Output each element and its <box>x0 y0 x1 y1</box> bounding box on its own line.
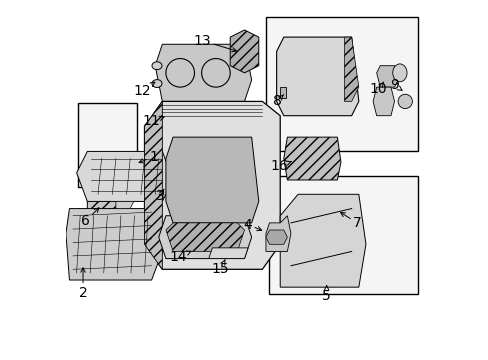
Text: 2: 2 <box>79 268 87 300</box>
Text: 15: 15 <box>211 260 228 276</box>
Polygon shape <box>144 102 280 269</box>
Text: 5: 5 <box>322 285 330 303</box>
Polygon shape <box>280 194 365 287</box>
Polygon shape <box>144 102 162 269</box>
Ellipse shape <box>392 64 406 82</box>
Polygon shape <box>230 30 258 73</box>
Text: 3: 3 <box>156 189 164 203</box>
Text: 4: 4 <box>243 218 261 231</box>
Polygon shape <box>276 37 358 116</box>
Text: 7: 7 <box>340 212 361 230</box>
Text: 10: 10 <box>369 82 386 96</box>
Text: 8: 8 <box>272 94 283 108</box>
Bar <box>265 18 417 152</box>
Polygon shape <box>87 180 130 251</box>
Ellipse shape <box>397 94 411 109</box>
Polygon shape <box>116 202 134 208</box>
Bar <box>78 103 137 187</box>
Text: 11: 11 <box>142 114 163 128</box>
Polygon shape <box>265 230 287 244</box>
Polygon shape <box>155 44 251 102</box>
Text: 14: 14 <box>169 250 191 264</box>
Polygon shape <box>208 248 247 258</box>
Polygon shape <box>279 87 285 98</box>
Text: 1: 1 <box>139 150 158 164</box>
Ellipse shape <box>152 62 162 69</box>
Polygon shape <box>66 208 162 280</box>
Text: 12: 12 <box>134 82 155 98</box>
Polygon shape <box>372 87 394 116</box>
Ellipse shape <box>152 80 162 87</box>
Text: 9: 9 <box>389 78 401 92</box>
Polygon shape <box>165 137 258 223</box>
Polygon shape <box>283 137 340 180</box>
Text: 13: 13 <box>193 34 236 52</box>
Polygon shape <box>344 37 358 102</box>
Polygon shape <box>265 216 290 251</box>
Polygon shape <box>165 223 244 251</box>
Text: 16: 16 <box>270 159 290 173</box>
Bar <box>268 176 417 294</box>
Polygon shape <box>159 216 251 258</box>
Polygon shape <box>376 66 397 87</box>
Text: 6: 6 <box>81 208 99 228</box>
Polygon shape <box>77 152 173 202</box>
